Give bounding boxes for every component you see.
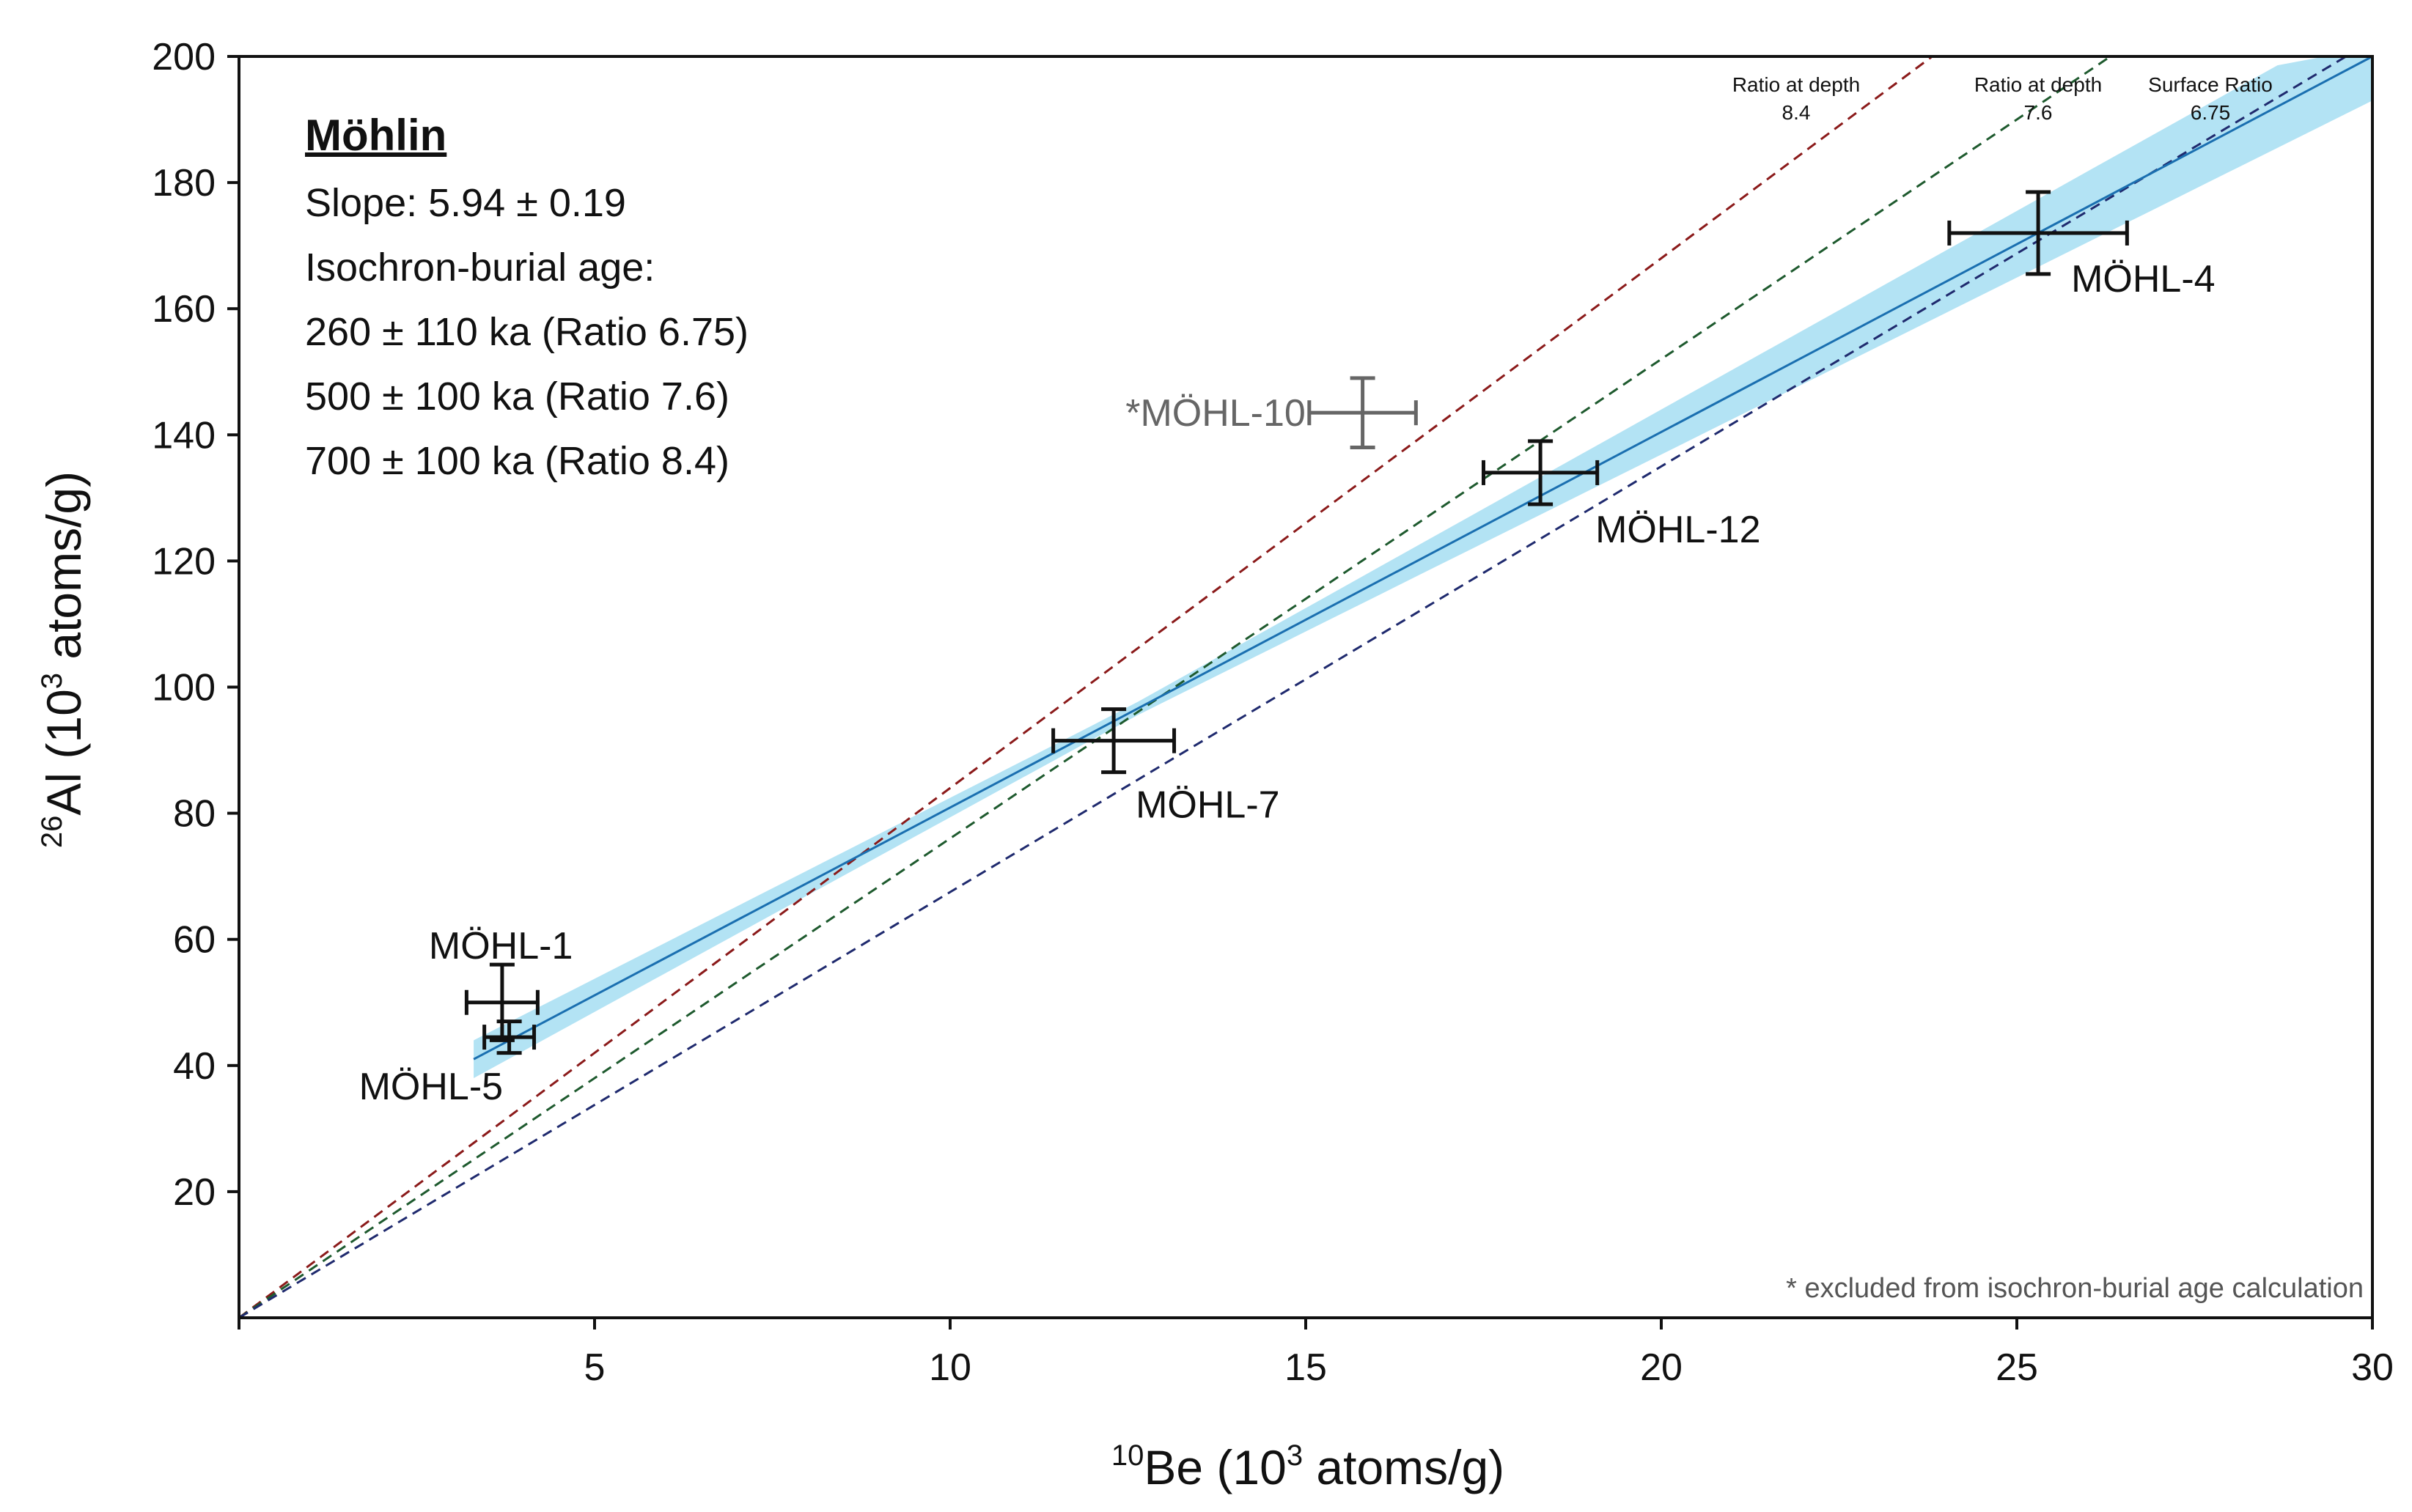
info-title: Möhlin bbox=[305, 111, 446, 160]
data-point-label: MÖHL-12 bbox=[1595, 509, 1760, 551]
y-tick-label: 180 bbox=[152, 162, 216, 204]
fit-line-layer bbox=[473, 55, 2373, 1061]
y-axis-title-units: atoms/g) bbox=[37, 471, 91, 673]
data-point: MÖHL-4 bbox=[1947, 190, 2216, 300]
reference-line-7-6 bbox=[239, 56, 2111, 1318]
y-tick-label: 160 bbox=[152, 288, 216, 331]
reference-line-6-75 bbox=[239, 56, 2347, 1318]
reference-line-ratio-1: 7.6 bbox=[2024, 101, 2053, 124]
x-axis-title: 10Be (103 atoms/g) bbox=[1111, 1439, 1504, 1494]
footnote: * excluded from isochron-burial age calc… bbox=[1786, 1273, 2364, 1304]
y-tick-label: 200 bbox=[152, 36, 216, 78]
data-point: MÖHL-7 bbox=[1051, 707, 1280, 827]
y-tick-label: 60 bbox=[173, 919, 216, 962]
y-tick-label: 40 bbox=[173, 1045, 216, 1088]
reference-line-name-2: Surface Ratio bbox=[2148, 73, 2273, 96]
y-axis-title: 26Al (103 atoms/g) bbox=[36, 471, 91, 848]
info-slope: Slope: 5.94 ± 0.19 bbox=[305, 181, 626, 225]
y-tick-label: 140 bbox=[152, 414, 216, 457]
x-axis-title-main: Be (10 bbox=[1144, 1440, 1286, 1494]
x-tick-label: 10 bbox=[929, 1346, 971, 1389]
data-point: *MÖHL-10 bbox=[1125, 376, 1418, 450]
data-point-label: *MÖHL-10 bbox=[1125, 392, 1306, 435]
y-axis-title-superscript: 26 bbox=[36, 816, 68, 849]
reference-line-8-4 bbox=[239, 56, 1933, 1318]
reference-line-ratio-0: 8.4 bbox=[1782, 101, 1811, 124]
data-point: MÖHL-12 bbox=[1482, 439, 1761, 551]
data-point: MÖHL-1 bbox=[429, 925, 573, 1042]
x-tick-label: 20 bbox=[1640, 1346, 1683, 1389]
reference-line-labels: Ratio at depth 8.4 Ratio at depth 7.6 Surfac… bbox=[1732, 73, 2273, 124]
y-tick-label: 120 bbox=[152, 540, 216, 583]
reference-lines-layer bbox=[239, 56, 2347, 1318]
x-tick-label: 30 bbox=[2351, 1346, 2394, 1389]
info-box: Möhlin Slope: 5.94 ± 0.19 Isochron-buria… bbox=[305, 111, 749, 483]
y-axis-title-main: Al (10 bbox=[37, 689, 91, 815]
info-age-heading: Isochron-burial age: bbox=[305, 246, 655, 290]
data-point-label: MÖHL-5 bbox=[359, 1066, 503, 1108]
data-point-label: MÖHL-1 bbox=[429, 925, 573, 967]
fit-confidence-band bbox=[474, 56, 2372, 1078]
data-point: MÖHL-5 bbox=[359, 1019, 537, 1108]
x-axis-title-units: atoms/g) bbox=[1303, 1440, 1504, 1494]
y-tick-label: 20 bbox=[173, 1171, 216, 1214]
x-axis-title-superscript: 10 bbox=[1111, 1439, 1144, 1472]
y-axis-title-exponent: 3 bbox=[36, 673, 68, 689]
data-point-label: MÖHL-4 bbox=[2071, 258, 2215, 300]
x-tick-label: 15 bbox=[1284, 1346, 1327, 1389]
axes-layer: 5 10 15 20 25 30 20 40 60 80 100 120 140 160 180 200 bbox=[152, 36, 2394, 1389]
isochron-fit-line bbox=[473, 55, 2373, 1061]
data-point-label: MÖHL-7 bbox=[1136, 784, 1279, 827]
reference-line-name-0: Ratio at depth bbox=[1732, 73, 1860, 96]
fit-confidence-band-layer bbox=[474, 56, 2372, 1078]
reference-line-ratio-2: 6.75 bbox=[2191, 101, 2231, 124]
y-tick-label: 100 bbox=[152, 667, 216, 709]
x-tick-label: 5 bbox=[584, 1346, 606, 1389]
info-age-ratio-76: 500 ± 100 ka (Ratio 7.6) bbox=[305, 375, 729, 418]
x-axis-title-exponent: 3 bbox=[1287, 1439, 1303, 1472]
info-age-ratio-84: 700 ± 100 ka (Ratio 8.4) bbox=[305, 439, 729, 483]
reference-line-name-1: Ratio at depth bbox=[1974, 73, 2102, 96]
x-tick-label: 25 bbox=[1996, 1346, 2038, 1389]
y-tick-label: 80 bbox=[173, 793, 216, 836]
info-age-ratio-675: 260 ± 110 ka (Ratio 6.75) bbox=[305, 310, 749, 354]
data-points-layer: MÖHL-1 MÖHL-5 MÖHL-7 MÖHL-12 MÖHL-4 *MÖHL-10 bbox=[359, 190, 2216, 1108]
